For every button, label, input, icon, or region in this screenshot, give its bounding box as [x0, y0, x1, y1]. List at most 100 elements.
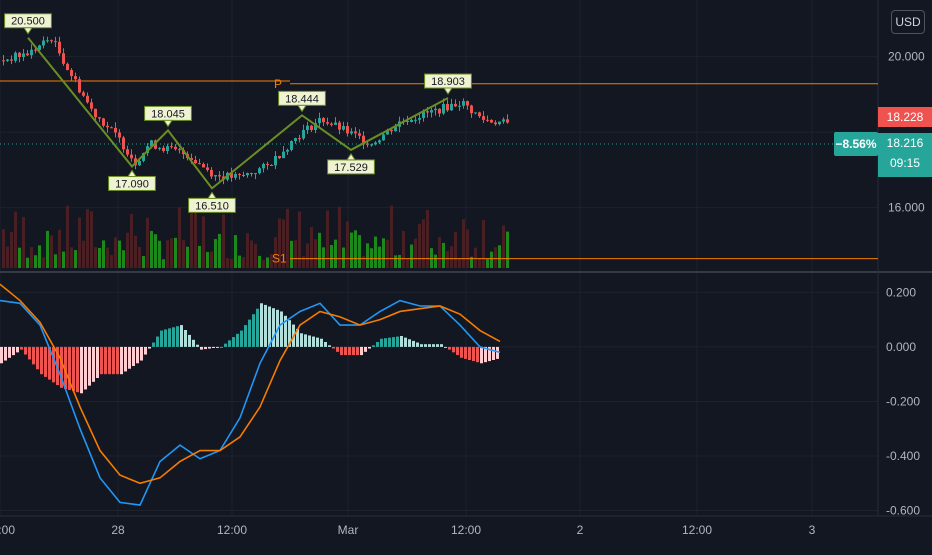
volume-bar — [14, 211, 17, 268]
macd-histogram-bar — [96, 346, 99, 378]
volume-bar — [38, 245, 41, 268]
candle-body — [294, 138, 297, 142]
volume-bar — [158, 240, 161, 268]
macd-histogram-bar — [272, 308, 275, 347]
currency-selector[interactable]: USD — [891, 10, 925, 34]
macd-histogram-bar — [396, 336, 399, 347]
volume-bar — [286, 208, 289, 268]
zigzag-label-text: 16.510 — [195, 200, 229, 212]
volume-bar — [282, 219, 285, 268]
macd-histogram-bar — [436, 344, 439, 347]
volume-bar — [466, 229, 469, 268]
volume-bar — [34, 255, 37, 268]
candle-body — [158, 147, 161, 149]
macd-histogram-bar — [400, 336, 403, 347]
candle-body — [70, 70, 73, 77]
volume-bar — [462, 219, 465, 268]
macd-histogram-bar — [108, 346, 111, 375]
volume-bar — [410, 244, 413, 268]
volume-bar — [138, 246, 141, 268]
macd-histogram-bar — [104, 346, 107, 375]
candle-body — [258, 168, 261, 174]
volume-bar — [258, 255, 261, 268]
macd-histogram-bar — [496, 346, 499, 359]
price-axis-label: 16.000 — [888, 201, 925, 215]
volume-bar — [490, 251, 493, 268]
macd-histogram-bar — [408, 339, 411, 347]
candle-body — [106, 125, 109, 128]
candle-body — [110, 127, 113, 129]
macd-histogram-bar — [132, 346, 135, 366]
macd-axis-label: -0.200 — [886, 394, 920, 408]
volume-bar — [82, 240, 85, 268]
volume-bar — [154, 234, 157, 268]
macd-histogram-bar — [88, 346, 91, 386]
signal-line — [0, 283, 501, 485]
macd-histogram-bar — [304, 334, 307, 347]
macd-histogram-bar — [428, 344, 431, 347]
candle-body — [466, 101, 469, 106]
volume-bar — [498, 245, 501, 268]
macd-histogram-bar — [68, 346, 71, 390]
volume-bar — [66, 205, 69, 268]
time-axis-label: 28 — [111, 523, 125, 537]
macd-histogram-bar — [224, 343, 227, 347]
macd-histogram-bar — [16, 346, 19, 353]
macd-histogram-bar — [48, 346, 51, 380]
macd-histogram-bar — [72, 346, 75, 392]
volume-bar — [354, 230, 357, 268]
candle-body — [18, 52, 21, 58]
macd-histogram-bar — [468, 346, 471, 360]
macd-histogram-bar — [476, 346, 479, 363]
candle-body — [442, 104, 445, 114]
live-price-badge: 18.216 09:15 — [878, 133, 932, 177]
macd-histogram-bar — [28, 346, 31, 360]
macd-histogram-bar — [472, 346, 475, 362]
candle-body — [58, 41, 61, 54]
volume-bar — [6, 246, 9, 268]
macd-histogram-bar — [236, 333, 239, 347]
macd-histogram-bar — [188, 334, 191, 347]
macd-histogram-bar — [416, 342, 419, 347]
volume-bar — [390, 205, 393, 268]
volume-bar — [402, 230, 405, 268]
macd-histogram-bar — [244, 325, 247, 347]
candle-body — [130, 154, 133, 159]
macd-histogram-bar — [172, 327, 175, 347]
macd-histogram-bar — [232, 337, 235, 347]
macd-histogram-bar — [332, 346, 335, 349]
candle-body — [22, 53, 25, 58]
candle-body — [310, 125, 313, 131]
volume-bar — [482, 219, 485, 268]
volume-bar — [186, 246, 189, 268]
macd-histogram-bar — [356, 346, 359, 356]
volume-bar — [326, 210, 329, 268]
volume-bar — [2, 229, 5, 268]
volume-bar — [298, 211, 301, 268]
candle-body — [150, 140, 153, 147]
volume-bar — [162, 259, 165, 268]
volume-bar — [202, 216, 205, 268]
volume-bar — [366, 243, 369, 268]
candle-body — [86, 95, 89, 103]
volume-bar — [150, 230, 153, 268]
candle-body — [370, 144, 373, 146]
candle-body — [214, 175, 217, 177]
volume-bar — [226, 257, 229, 268]
candle-body — [498, 121, 501, 125]
live-price: 18.216 — [886, 136, 924, 150]
macd-histogram-bar — [196, 344, 199, 347]
zigzag-label-text: 18.045 — [151, 108, 185, 120]
macd-axis-label: -0.600 — [886, 504, 920, 518]
macd-histogram-bar — [412, 340, 415, 347]
volume-bar — [198, 245, 201, 268]
candle-body — [330, 123, 333, 125]
macd-histogram-bar — [4, 346, 7, 361]
macd-histogram-bar — [160, 330, 163, 347]
volume-bar — [62, 251, 65, 268]
macd-histogram-bar — [144, 346, 147, 355]
candle-body — [374, 142, 377, 145]
candle-body — [382, 134, 385, 141]
